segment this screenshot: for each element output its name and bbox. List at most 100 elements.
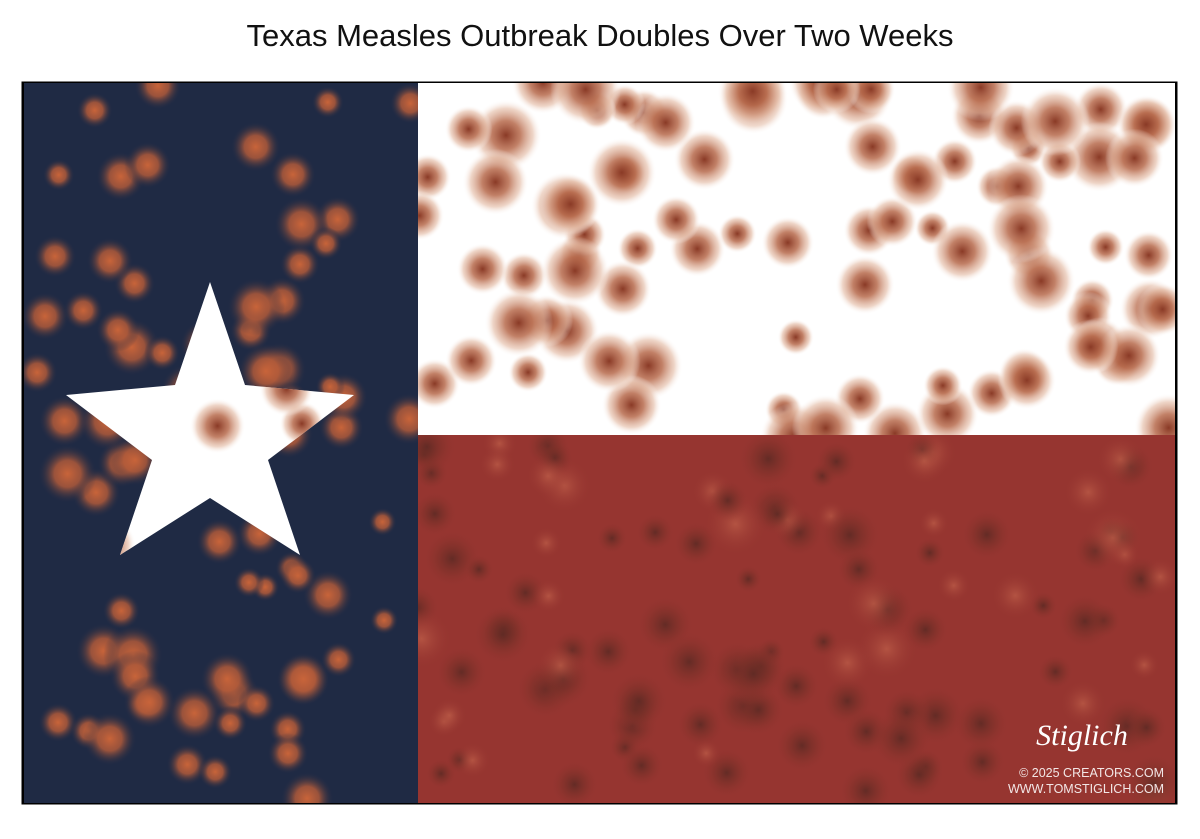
spot xyxy=(383,392,418,446)
spot xyxy=(418,190,445,241)
spot xyxy=(537,642,584,689)
spot xyxy=(990,570,1040,621)
spot xyxy=(96,308,140,352)
spot xyxy=(952,695,1010,752)
spot xyxy=(1020,86,1090,156)
spot xyxy=(931,220,994,283)
spot xyxy=(902,606,949,654)
website: WWW.TOMSTIGLICH.COM xyxy=(1008,782,1164,796)
spot xyxy=(456,243,509,295)
spot xyxy=(759,495,796,533)
spot xyxy=(1123,230,1174,281)
spot xyxy=(230,121,281,172)
spot xyxy=(463,554,495,585)
spot xyxy=(1062,319,1119,375)
spots-red xyxy=(418,435,1175,803)
spot xyxy=(843,117,902,177)
spot xyxy=(586,137,657,208)
spot xyxy=(619,743,665,788)
spot xyxy=(717,214,757,254)
spot xyxy=(389,83,418,124)
spot xyxy=(539,173,602,235)
spot xyxy=(596,522,628,555)
spot xyxy=(189,398,246,454)
spot xyxy=(454,742,491,779)
spot xyxy=(431,697,468,734)
spot xyxy=(722,642,785,705)
spot xyxy=(608,671,669,732)
spot xyxy=(717,83,788,127)
spot xyxy=(737,435,799,490)
spot xyxy=(900,437,949,485)
spot xyxy=(886,148,949,211)
spot xyxy=(673,521,719,567)
spot xyxy=(369,605,399,635)
spot xyxy=(86,237,134,285)
spot xyxy=(144,335,181,371)
spot xyxy=(1063,467,1114,517)
spot xyxy=(24,292,69,341)
spot xyxy=(946,83,1015,122)
title: Texas Measles Outbreak Doubles Over Two … xyxy=(247,18,954,53)
copyright: © 2025 CREATORS.COM xyxy=(1019,766,1164,780)
spot xyxy=(320,641,357,678)
spot xyxy=(761,216,815,270)
spot xyxy=(134,83,182,110)
spot xyxy=(1096,435,1145,484)
spot xyxy=(462,148,529,216)
spots-white xyxy=(418,83,1175,435)
spot xyxy=(233,567,265,598)
spot xyxy=(777,319,814,356)
spot xyxy=(444,105,493,153)
spot xyxy=(102,591,141,630)
spot xyxy=(918,507,950,539)
spot xyxy=(550,760,599,803)
spot xyxy=(418,491,458,537)
spot xyxy=(617,228,658,269)
spot xyxy=(583,627,633,677)
spot xyxy=(368,507,397,537)
spot xyxy=(418,153,452,201)
spot xyxy=(997,350,1057,410)
spot xyxy=(923,365,963,406)
spot xyxy=(1082,507,1144,569)
spot xyxy=(577,329,641,393)
spot xyxy=(309,227,343,260)
spot xyxy=(936,568,971,603)
spot xyxy=(914,537,946,569)
spot xyxy=(835,254,895,315)
spot xyxy=(280,771,334,803)
spot xyxy=(530,527,563,559)
signature: Stiglich xyxy=(1036,719,1128,752)
spot xyxy=(1129,649,1160,681)
spot xyxy=(38,702,78,743)
spot xyxy=(167,686,222,741)
spot xyxy=(24,352,58,393)
spot xyxy=(1141,557,1175,596)
spot xyxy=(237,343,295,400)
spot xyxy=(200,652,254,706)
spot xyxy=(445,334,498,387)
spot xyxy=(484,288,554,358)
spot xyxy=(1087,228,1125,266)
spot xyxy=(472,604,534,665)
spot xyxy=(196,518,243,565)
spot xyxy=(311,86,344,119)
spot xyxy=(508,352,548,393)
spot xyxy=(791,394,860,435)
spot xyxy=(960,508,1013,561)
spot xyxy=(1037,653,1074,690)
spot xyxy=(418,608,452,670)
spot xyxy=(276,652,331,706)
spot xyxy=(673,128,736,191)
spot xyxy=(774,718,830,773)
spot xyxy=(418,435,457,477)
spot xyxy=(269,151,316,198)
spot xyxy=(540,236,610,306)
spot xyxy=(435,646,488,699)
spot xyxy=(845,574,903,633)
spot xyxy=(302,569,354,621)
spot xyxy=(1125,706,1168,749)
